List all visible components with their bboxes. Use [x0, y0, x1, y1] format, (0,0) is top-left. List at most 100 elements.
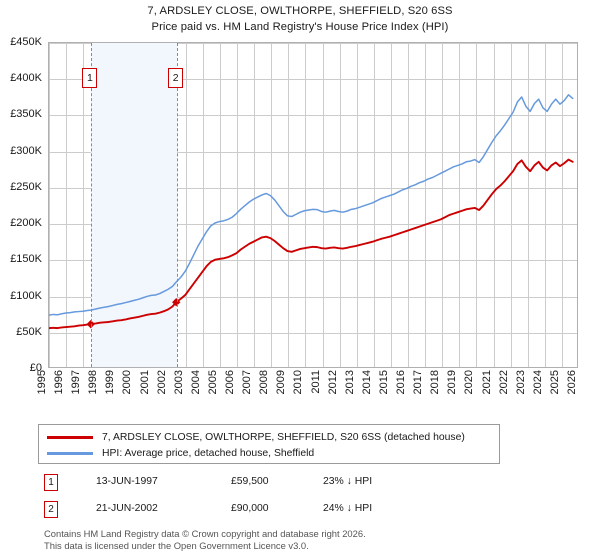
x-axis-tick-label: 2001: [138, 370, 151, 395]
gridline-vertical: [544, 43, 546, 367]
gridline-vertical: [49, 43, 50, 367]
x-axis-tick-label: 1996: [53, 370, 66, 395]
gridline-vertical: [66, 43, 68, 367]
copyright-footer: Contains HM Land Registry data © Crown c…: [44, 528, 584, 551]
legend-item-hpi: HPI: Average price, detached house, Shef…: [47, 446, 491, 461]
y-axis-tick-label: £50K: [16, 325, 42, 338]
x-axis-tick-label: 2007: [241, 370, 254, 395]
hpi-line: [49, 95, 573, 315]
x-axis-tick-label: 2017: [412, 370, 425, 395]
y-axis-tick-label: £150K: [10, 253, 42, 266]
y-axis-tick-label: £250K: [10, 180, 42, 193]
gridline-vertical: [237, 43, 239, 367]
transaction-badge-2: 2: [44, 501, 58, 518]
x-axis-tick-label: 2005: [206, 370, 219, 395]
x-axis-tick-label: 2004: [189, 370, 202, 395]
gridline-vertical: [288, 43, 290, 367]
chart-title-block: 7, ARDSLEY CLOSE, OWLTHORPE, SHEFFIELD, …: [0, 3, 600, 35]
gridline-horizontal: [49, 224, 577, 226]
gridline-horizontal: [49, 260, 577, 262]
gridline-vertical: [185, 43, 187, 367]
legend-item-price-paid: 7, ARDSLEY CLOSE, OWLTHORPE, SHEFFIELD, …: [47, 430, 491, 445]
page-title: 7, ARDSLEY CLOSE, OWLTHORPE, SHEFFIELD, …: [147, 5, 453, 17]
gridline-vertical: [510, 43, 512, 367]
x-axis-tick-label: 1998: [87, 370, 100, 395]
footer-line-2: This data is licensed under the Open Gov…: [44, 539, 309, 551]
chart-legend: 7, ARDSLEY CLOSE, OWLTHORPE, SHEFFIELD, …: [38, 424, 500, 464]
transaction-price-2: £90,000: [231, 503, 269, 514]
chart-event-badge-2: 2: [168, 68, 184, 88]
y-axis-tick-label: £200K: [10, 217, 42, 230]
x-axis-tick-label: 2009: [275, 370, 288, 395]
legend-swatch-price-paid: [47, 436, 93, 439]
x-axis-tick-label: 2023: [514, 370, 527, 395]
plot-area: [48, 42, 578, 368]
x-axis-tick-label: 2022: [497, 370, 510, 395]
transaction-date-1: 13-JUN-1997: [96, 476, 158, 487]
gridline-vertical: [425, 43, 427, 367]
x-axis-tick-label: 2016: [395, 370, 408, 395]
ownership-period-band: [90, 43, 177, 367]
y-axis-tick-label: £0: [29, 362, 42, 374]
gridline-horizontal: [49, 296, 577, 298]
gridline-vertical: [254, 43, 256, 367]
x-axis-tick-label: 2003: [172, 370, 185, 395]
gridline-vertical: [527, 43, 529, 367]
chart-event-badge-1: 1: [82, 68, 98, 88]
sale-event-line: [176, 43, 178, 367]
y-axis-tick-label: £400K: [10, 72, 42, 85]
gridline-vertical: [493, 43, 495, 367]
y-axis-tick-label: £100K: [10, 289, 42, 302]
transaction-price-1: £59,500: [231, 476, 269, 487]
gridline-vertical: [476, 43, 478, 367]
sale-event-line: [90, 43, 92, 367]
gridline-horizontal: [49, 79, 577, 81]
gridline-vertical: [459, 43, 461, 367]
gridline-vertical: [356, 43, 358, 367]
x-axis-tick-label: 2024: [531, 370, 544, 395]
x-axis-tick-label: 1999: [104, 370, 117, 395]
legend-swatch-hpi: [47, 452, 93, 455]
page-subtitle: Price paid vs. HM Land Registry's House …: [151, 21, 449, 33]
x-axis-tick-label: 2000: [121, 370, 134, 395]
gridline-horizontal: [49, 332, 577, 334]
legend-label-hpi: HPI: Average price, detached house, Shef…: [102, 448, 315, 459]
transaction-date-2: 21-JUN-2002: [96, 503, 158, 514]
sale-point-marker: [172, 298, 181, 307]
transaction-badge-1: 1: [44, 474, 58, 491]
y-axis-tick-label: £450K: [10, 36, 42, 48]
gridline-vertical: [219, 43, 221, 367]
gridline-vertical: [408, 43, 410, 367]
gridline-vertical: [83, 43, 85, 367]
gridline-horizontal: [49, 43, 577, 44]
x-axis-tick-label: 1995: [36, 370, 48, 395]
x-axis-tick-label: 2018: [429, 370, 442, 395]
gridline-vertical: [322, 43, 324, 367]
x-axis-tick-label: 2012: [326, 370, 339, 395]
transaction-hpi-delta-1: 23% ↓ HPI: [323, 476, 373, 487]
series-lines: [49, 43, 577, 367]
gridline-vertical: [305, 43, 307, 367]
footer-line-1: Contains HM Land Registry data © Crown c…: [44, 528, 366, 539]
x-axis-tick-label: 1997: [70, 370, 83, 395]
transaction-row-1: 1 13-JUN-1997 £59,500 23% ↓ HPI: [38, 472, 508, 499]
x-axis-tick-label: 2015: [377, 370, 390, 395]
gridline-vertical: [373, 43, 375, 367]
y-axis: £0 £50K £100K £150K £200K £250K £300K £350K £400…: [0, 36, 46, 374]
gridline-horizontal: [49, 151, 577, 153]
gridline-vertical: [390, 43, 392, 367]
x-axis-tick-label: 2026: [566, 370, 578, 395]
x-axis-tick-label: 2014: [360, 370, 373, 395]
y-axis-tick-label: £350K: [10, 108, 42, 121]
x-axis-tick-label: 2010: [292, 370, 305, 395]
x-axis-tick-label: 2011: [309, 370, 322, 394]
legend-label-price-paid: 7, ARDSLEY CLOSE, OWLTHORPE, SHEFFIELD, …: [102, 432, 465, 443]
x-axis-tick-label: 2013: [343, 370, 356, 395]
gridline-horizontal: [49, 115, 577, 117]
gridline-vertical: [339, 43, 341, 367]
gridlines: [49, 43, 577, 367]
x-axis-tick-label: 2006: [224, 370, 237, 395]
transaction-list: 1 13-JUN-1997 £59,500 23% ↓ HPI 2 21-JUN…: [38, 472, 508, 526]
transaction-row-2: 2 21-JUN-2002 £90,000 24% ↓ HPI: [38, 499, 508, 526]
